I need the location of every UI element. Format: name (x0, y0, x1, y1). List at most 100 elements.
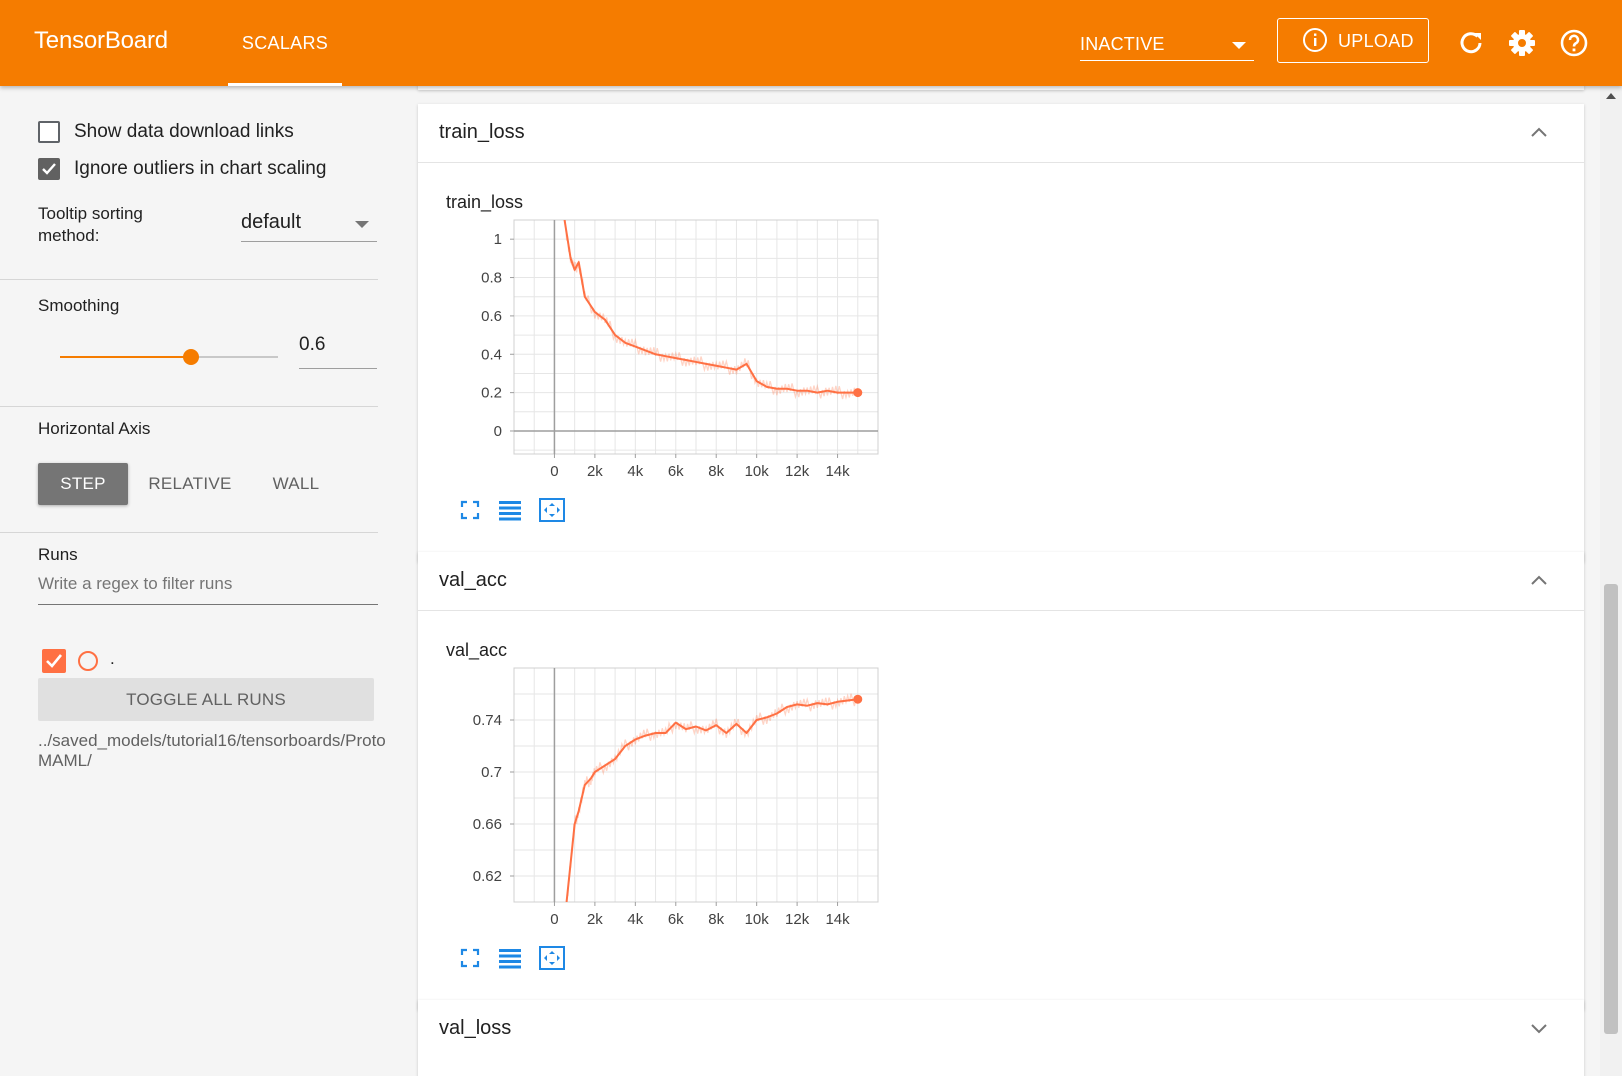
fit-domain-icon[interactable] (538, 944, 566, 972)
chevron-down-icon (355, 221, 369, 228)
upload-label: UPLOAD (1338, 31, 1414, 51)
list-icon[interactable] (496, 944, 524, 972)
log-directory-path: ../saved_models/tutorial16/tensorboards/… (38, 731, 386, 770)
list-icon[interactable] (496, 496, 524, 524)
run-color-swatch[interactable] (78, 651, 98, 671)
upload-button[interactable]: UPLOAD (1277, 18, 1429, 63)
x-tick-label: 2k (587, 911, 603, 928)
chevron-down-icon[interactable] (1530, 1022, 1548, 1034)
ignore-outliers-label: Ignore outliers in chart scaling (74, 158, 327, 179)
tab-scalars[interactable]: SCALARS (228, 0, 342, 86)
axis-step-button[interactable]: STEP (38, 463, 128, 505)
slider-handle[interactable] (182, 349, 199, 365)
train-loss-chart[interactable]: 0 2k 4k 6k 8k 10k 12k 14k 0 0.2 0.4 0.6 0.8 1 (418, 214, 938, 494)
smoothing-value: 0.6 (299, 334, 326, 355)
smoothing-input[interactable]: 0.6 (299, 334, 377, 369)
runs-filter-input[interactable] (38, 572, 378, 605)
card-header[interactable]: train_loss (418, 104, 1584, 163)
fullscreen-icon[interactable] (456, 944, 484, 972)
plot-area (563, 220, 858, 400)
x-tick-label: 12k (785, 911, 810, 928)
check-icon (42, 163, 56, 175)
x-tick-label: 0 (550, 911, 558, 928)
x-tick-label: 4k (627, 911, 643, 928)
sidebar: Show data download links Ignore outliers… (0, 86, 392, 1076)
y-tick-label: 0.4 (481, 346, 502, 363)
y-tick-label: 0.6 (481, 308, 502, 325)
fullscreen-icon[interactable] (456, 496, 484, 524)
divider (0, 406, 378, 407)
inactive-select-label: INACTIVE (1080, 34, 1165, 54)
divider (0, 279, 378, 280)
scrollbar[interactable] (1600, 86, 1622, 1076)
tab-scalars-label: SCALARS (241, 33, 329, 53)
fit-domain-icon[interactable] (538, 496, 566, 524)
check-icon (46, 654, 63, 668)
main-content: train_loss train_loss 0 2k 4k 6k 8k 10k 12k 14k… (392, 86, 1600, 1076)
smoothed-series-line (563, 220, 858, 394)
x-tick-label: 6k (668, 911, 684, 928)
val-acc-chart[interactable]: 0 2k 4k 6k 8k 10k 12k 14k 0.62 0.66 0.7 0.74 (418, 662, 938, 942)
raw-series-line (564, 220, 857, 400)
inactive-dashboards-select[interactable]: INACTIVE (1080, 30, 1254, 61)
toggle-all-runs-button[interactable]: TOGGLE ALL RUNS (38, 678, 374, 721)
smoothing-label: Smoothing (38, 296, 120, 315)
axis-relative-button[interactable]: RELATIVE (148, 474, 232, 493)
app-title: TensorBoard (34, 27, 168, 54)
horizontal-axis-label: Horizontal Axis (38, 419, 151, 438)
plot-frame (513, 667, 879, 903)
x-tick-label: 8k (708, 463, 724, 480)
x-tick-label: 4k (627, 463, 643, 480)
scroll-up-arrow-icon[interactable] (1606, 93, 1616, 99)
x-tick-label: 2k (587, 463, 603, 480)
settings-icon[interactable] (1506, 27, 1538, 59)
plot-area (565, 693, 858, 902)
scrollbar-thumb[interactable] (1604, 584, 1618, 1034)
y-tick-label: 0.74 (473, 712, 502, 729)
x-tick-label: 0 (550, 463, 558, 480)
axis-wall-button[interactable]: WALL (272, 474, 320, 493)
card-val-loss: val_loss (418, 1000, 1584, 1076)
card-header[interactable]: val_loss (418, 1000, 1584, 1058)
chevron-up-icon[interactable] (1530, 574, 1548, 586)
series-end-point (853, 694, 863, 704)
y-tick-label: 0 (494, 423, 502, 440)
card-val-acc: val_acc val_acc 0 2k 4k 6k 8k 10k 12k 14k 0.62 0.… (418, 552, 1584, 1010)
y-tick-label: 0.62 (473, 868, 502, 885)
checkbox-unchecked[interactable] (38, 121, 60, 143)
x-tick-label: 14k (825, 463, 850, 480)
refresh-icon[interactable] (1455, 27, 1487, 59)
x-tick-label: 12k (785, 463, 810, 480)
info-icon (1303, 28, 1327, 52)
top-app-bar: TensorBoard SCALARS INACTIVE UPLOAD (0, 0, 1622, 86)
slider-fill (60, 356, 191, 358)
chevron-up-icon[interactable] (1530, 126, 1548, 138)
help-icon[interactable] (1558, 27, 1590, 59)
chart-title: val_acc (446, 640, 508, 660)
x-tick-label: 10k (745, 911, 770, 928)
chevron-down-icon (1232, 42, 1246, 49)
series-end-point (853, 388, 863, 398)
runs-regex-field[interactable] (38, 572, 378, 596)
card-header[interactable]: val_acc (418, 552, 1584, 611)
card-title: val_loss (439, 1017, 512, 1039)
active-tab-indicator (228, 83, 342, 86)
smoothing-slider[interactable] (60, 349, 278, 365)
chart-title: train_loss (446, 192, 524, 212)
checkbox-checked[interactable] (38, 158, 60, 180)
show-download-links-label: Show data download links (74, 121, 294, 142)
y-tick-label: 0.2 (481, 385, 502, 402)
x-tick-label: 14k (825, 911, 850, 928)
runs-label: Runs (38, 545, 78, 564)
card-previous (418, 86, 1584, 90)
x-tick-label: 6k (668, 463, 684, 480)
card-train-loss: train_loss train_loss 0 2k 4k 6k 8k 10k 12k 14k… (418, 104, 1584, 562)
tooltip-sorting-value: default (241, 211, 302, 233)
card-title: val_acc (439, 569, 507, 591)
tooltip-sorting-select[interactable]: default (241, 207, 377, 242)
x-tick-label: 10k (745, 463, 770, 480)
card-title: train_loss (439, 121, 525, 143)
run-checkbox[interactable] (42, 649, 66, 673)
y-tick-label: 1 (494, 231, 502, 248)
raw-series-line (566, 693, 857, 897)
